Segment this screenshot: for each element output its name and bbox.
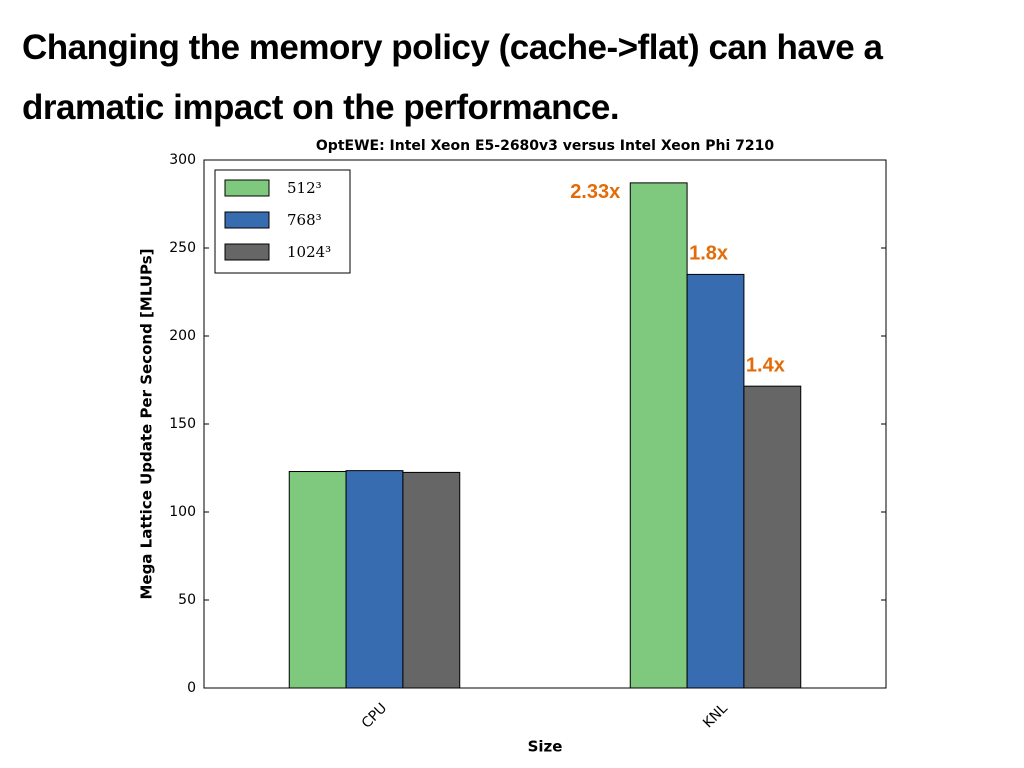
bar: [743, 385, 802, 689]
y-tick-label: 50: [178, 592, 196, 608]
y-tick-label: 100: [169, 504, 196, 520]
bar: [345, 470, 404, 689]
legend-label: 512³: [287, 179, 322, 197]
x-tick-label: KNL: [700, 700, 731, 731]
bar: [402, 471, 461, 689]
y-tick-label: 250: [169, 240, 196, 256]
y-tick-label: 300: [169, 152, 196, 168]
annotation: 1.8x: [689, 243, 728, 265]
y-tick-label: 150: [169, 416, 196, 432]
plot-frame: [203, 159, 887, 689]
legend-swatch: [224, 179, 270, 197]
chart-title: OptEWE: Intel Xeon E5-2680v3 versus Inte…: [316, 138, 774, 154]
legend-swatch: [224, 243, 270, 261]
y-axis-label: Mega Lattice Update Per Second [MLUPs]: [138, 248, 156, 599]
legend-label: 768³: [287, 211, 322, 229]
x-tick-label: CPU: [359, 700, 390, 731]
y-tick-label: 0: [187, 680, 196, 696]
annotation: 2.33x: [570, 181, 620, 203]
legend-swatch: [224, 211, 270, 229]
y-tick-label: 200: [169, 328, 196, 344]
bar: [629, 182, 688, 689]
slide-title: Changing the memory policy (cache->flat)…: [22, 28, 883, 127]
bar: [288, 471, 347, 689]
legend-label: 1024³: [287, 243, 331, 261]
x-axis-label: Size: [528, 738, 563, 756]
annotation: 1.4x: [746, 354, 785, 376]
bar: [686, 273, 745, 689]
